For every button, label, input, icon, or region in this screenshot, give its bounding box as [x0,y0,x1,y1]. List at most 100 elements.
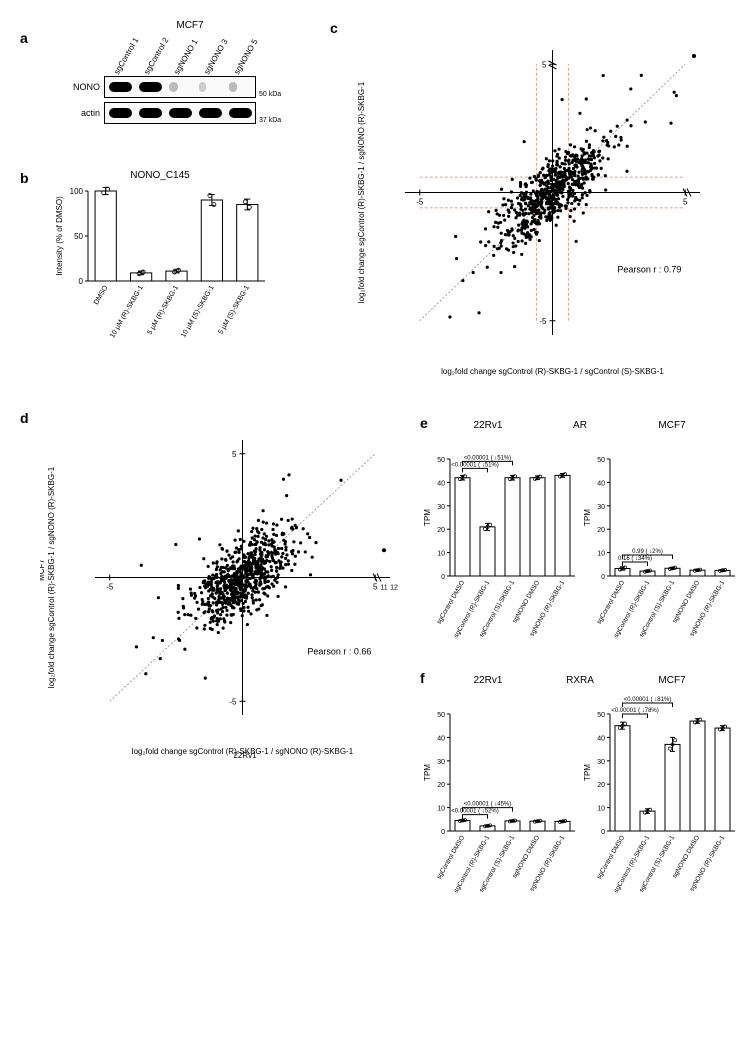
svg-text:Intensity (% of DMSO): Intensity (% of DMSO) [55,196,64,276]
bar [715,728,730,831]
svg-text:log₂fold change sgControl (R)-: log₂fold change sgControl (R)-SKBG-1 / s… [357,81,366,303]
svg-text:Pearson r : 0.66: Pearson r : 0.66 [307,647,371,657]
svg-text:<0.00001 ( ↓78%): <0.00001 ( ↓78%) [611,708,659,714]
blot-band [229,108,252,118]
svg-text:-5: -5 [539,317,547,326]
bar [690,721,705,831]
svg-text:40: 40 [597,735,605,742]
panel-e: 22Rv1 AR MCF7 01020304050TPMsgControl DM… [420,420,740,651]
svg-text:TPM: TPM [583,509,592,526]
svg-text:0: 0 [601,574,605,581]
svg-text:TPM: TPM [583,764,592,781]
bar [237,205,258,282]
svg-text:10: 10 [597,806,605,813]
panel-e-left-title: 22Rv1 [420,420,556,431]
svg-text:5: 5 [542,60,547,69]
svg-text:TPM: TPM [423,764,432,781]
svg-text:30: 30 [597,504,605,511]
blot-box [104,76,256,98]
panel-f: 22Rv1 RXRA MCF7 01020304050TPMsgControl … [420,675,740,906]
panel-a-title: MCF7 [90,20,290,31]
blot-band [109,82,132,92]
panel-b-label: b [20,170,29,186]
blot-row: actin37 kDa [60,102,290,124]
svg-text:<0.00001 ( ↓45%): <0.00001 ( ↓45%) [464,802,512,808]
mw-label: 50 kDa [256,91,281,98]
svg-text:20: 20 [597,782,605,789]
svg-text:0: 0 [601,829,605,836]
bar [615,726,630,831]
svg-text:50: 50 [597,712,605,719]
svg-text:50: 50 [74,232,83,241]
svg-text:10: 10 [597,551,605,558]
svg-text:-5: -5 [416,198,424,207]
svg-text:MCF7: MCF7 [40,559,46,581]
svg-text:log₂fold change sgControl (R)-: log₂fold change sgControl (R)-SKBG-1 / s… [441,367,664,376]
svg-text:Pearson r : 0.79: Pearson r : 0.79 [617,264,681,274]
svg-text:<0.00001 ( ↓52%): <0.00001 ( ↓52%) [451,809,499,815]
svg-text:50: 50 [437,712,445,719]
svg-text:sgNONO DMSO: sgNONO DMSO [671,835,701,880]
bar [95,191,116,281]
panel-f-super-title: RXRA [562,675,598,686]
panel-a-label: a [20,30,28,46]
svg-text:11: 11 [380,585,387,592]
blot-box [104,102,256,124]
bar [455,478,470,576]
svg-text:5: 5 [232,450,237,459]
blot-band [109,108,132,118]
svg-text:40: 40 [597,480,605,487]
svg-text:<0.00001 ( ↓51%): <0.00001 ( ↓51%) [451,462,499,468]
svg-text:log₂fold change sgControl (R)-: log₂fold change sgControl (R)-SKBG-1 / s… [47,466,56,688]
panel-f-right-title: MCF7 [604,675,740,686]
figure: a MCF7 sgControl 1sgControl 2sgNONO 1sgN… [20,20,729,1030]
svg-text:5: 5 [373,583,378,592]
blot-row: NONO 50 kDa [60,76,290,98]
svg-text:0: 0 [441,574,445,581]
bar [640,811,655,831]
bar [665,744,680,831]
blot-rowlabel: NONO [60,82,104,92]
panel-c-label: c [330,20,338,36]
svg-text:0: 0 [79,277,84,286]
blot-lane-label: sgControl 1 [112,36,140,76]
svg-text:5: 5 [683,198,688,207]
bar [530,478,545,576]
svg-text:-5: -5 [106,583,114,592]
blot-lane-label: sgNONO 5 [232,38,259,76]
blot-band [199,82,206,92]
blot-band [169,108,192,118]
svg-text:40: 40 [437,735,445,742]
svg-text:10 µM (R)-SKBG-1: 10 µM (R)-SKBG-1 [109,284,145,339]
svg-text:5 µM (R)-SKBG-1: 5 µM (R)-SKBG-1 [146,284,180,336]
svg-text:12: 12 [390,585,398,592]
panel-e-right-title: MCF7 [604,420,740,431]
panel-a: MCF7 sgControl 1sgControl 2sgNONO 1sgNON… [60,20,290,128]
panel-d: -5-5551112log₂fold change sgControl (R)-… [40,420,410,763]
blot-lane-label: sgNONO 3 [202,38,229,76]
bar [555,475,570,576]
blot-rowlabel: actin [60,108,104,118]
svg-text:50: 50 [437,457,445,464]
svg-text:10: 10 [437,551,445,558]
svg-text:40: 40 [437,480,445,487]
svg-text:10 µM (S)-SKBG-1: 10 µM (S)-SKBG-1 [180,284,216,339]
panel-b: NONO_C145 050100Intensity (% of DMSO)DMS… [50,170,270,354]
svg-text:0.16 ( ↓34%): 0.16 ( ↓34%) [618,556,652,562]
blot-band [229,82,237,92]
panel-b-title: NONO_C145 [70,170,250,181]
svg-text:<0.00001 ( ↓51%): <0.00001 ( ↓51%) [464,455,512,461]
svg-text:sgNONO DMSO: sgNONO DMSO [671,580,701,625]
blot-lane-label: sgNONO 1 [172,38,199,76]
blot-band [139,108,162,118]
svg-text:10: 10 [437,806,445,813]
svg-text:DMSO: DMSO [93,284,110,306]
svg-text:20: 20 [437,527,445,534]
svg-text:22Rv1: 22Rv1 [233,751,257,760]
svg-text:0: 0 [441,829,445,836]
svg-text:20: 20 [437,782,445,789]
bar [480,527,495,576]
svg-text:5 µM (S)-SKBG-1: 5 µM (S)-SKBG-1 [217,284,251,335]
panel-e-super-title: AR [562,420,598,431]
svg-text:30: 30 [437,504,445,511]
